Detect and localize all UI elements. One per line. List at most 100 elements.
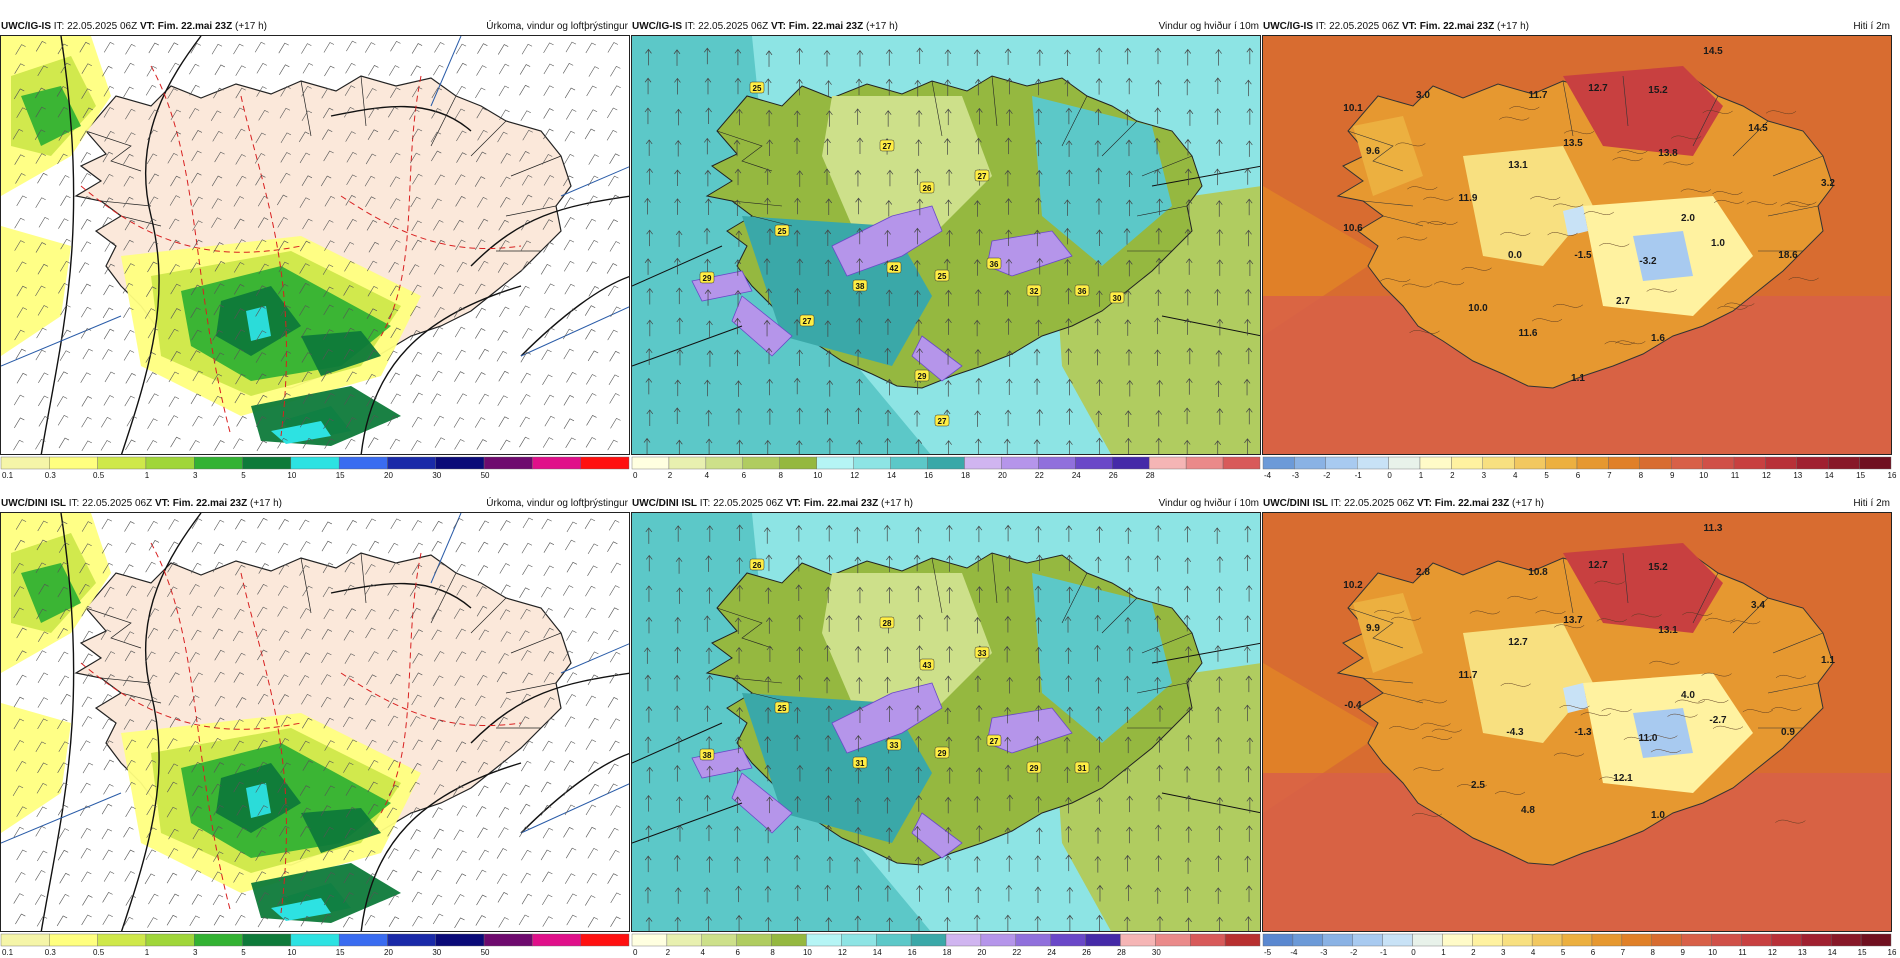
- colorbar-tick-label: 0.3: [45, 948, 57, 957]
- colorbar-cell: [1086, 934, 1121, 946]
- svg-text:32: 32: [1030, 287, 1039, 296]
- colorbar-tick-label: 4: [701, 948, 706, 957]
- colorbar-tick-label: 3: [193, 471, 198, 480]
- colorbar-cell: [581, 457, 629, 469]
- init-time: IT: 22.05.2025 06Z: [69, 498, 152, 509]
- temp-value-label: 2.5: [1471, 780, 1485, 791]
- temp-value-label: 10.8: [1528, 567, 1548, 578]
- colorbar-tick-label: 4: [1531, 948, 1536, 957]
- colorbar-cell: [772, 934, 807, 946]
- gust-value-label: 25: [750, 82, 764, 93]
- temp-value-label: 3.4: [1751, 600, 1765, 611]
- forecast-panel: UWC/DINI ISL IT: 22.05.2025 06Z VT: Fim.…: [0, 497, 630, 958]
- colorbar-cell: [1357, 457, 1388, 469]
- colorbar-cell: [1389, 457, 1420, 469]
- colorbar-cell: [1514, 457, 1545, 469]
- colorbar-cell: [1075, 457, 1112, 469]
- colorbar-cell: [1640, 457, 1671, 469]
- svg-text:25: 25: [753, 84, 762, 93]
- gust-value-label: 29: [915, 370, 929, 381]
- temp-value-label: 10.2: [1343, 580, 1363, 591]
- colorbar-cell: [1712, 934, 1742, 946]
- colorbar-cell: [841, 934, 876, 946]
- colorbar-tick-label: -2: [1350, 948, 1358, 957]
- colorbar-tick-label: 12: [1762, 471, 1771, 480]
- temp-value-label: 4.8: [1521, 805, 1535, 816]
- lead-time: (+17 h): [1512, 498, 1544, 509]
- temp-value-label: 13.1: [1508, 160, 1528, 171]
- field-name: Hiti í 2m: [1853, 497, 1890, 511]
- valid-time: VT: Fim. 22.mai 23Z: [155, 498, 247, 509]
- svg-text:25: 25: [938, 272, 947, 281]
- colorbar-cell: [243, 934, 291, 946]
- gust-value-label: 27: [880, 140, 894, 151]
- colorbar-cell: [1155, 934, 1190, 946]
- temp-value-label: 12.7: [1588, 560, 1608, 571]
- colorbar-tick-label: 30: [432, 948, 441, 957]
- colorbar-tick-label: 24: [1047, 948, 1056, 957]
- temp-value-label: 9.6: [1366, 146, 1380, 157]
- svg-text:26: 26: [923, 184, 932, 193]
- temp-value-label: -1.3: [1574, 727, 1592, 738]
- init-time: IT: 22.05.2025 06Z: [1316, 21, 1399, 32]
- svg-text:29: 29: [1030, 764, 1039, 773]
- temp-value-label: 11.6: [1519, 328, 1538, 339]
- colorbar-cell: [1016, 934, 1051, 946]
- colorbar-tick-label: 13: [1793, 471, 1802, 480]
- colorbar-tick-label: 15: [336, 471, 345, 480]
- gust-value-label: 27: [800, 315, 814, 326]
- field-name: Vindur og hviður í 10m: [1159, 20, 1259, 34]
- colorbar-cell: [1225, 934, 1260, 946]
- colorbar-tick-label: -4: [1264, 471, 1272, 480]
- valid-time: VT: Fim. 22.mai 23Z: [1402, 21, 1494, 32]
- gust-value-label: 31: [853, 757, 867, 768]
- model-name: UWC/DINI ISL: [1263, 498, 1328, 509]
- colorbar-cell: [194, 457, 242, 469]
- colorbar-cell: [702, 934, 737, 946]
- temp-value-label: 2.0: [1681, 213, 1695, 224]
- temp-value-label: 13.1: [1658, 625, 1678, 636]
- colorbar-cell: [1546, 457, 1577, 469]
- colorbar-cell: [891, 457, 928, 469]
- gust-value-label: 27: [987, 735, 1001, 746]
- valid-time: VT: Fim. 22.mai 23Z: [1417, 498, 1509, 509]
- colorbar-cell: [532, 934, 580, 946]
- colorbar-tick-label: 16: [1888, 948, 1897, 957]
- colorbar-cell: [146, 457, 194, 469]
- temp-value-label: 11.0: [1639, 733, 1658, 744]
- gust-value-label: 38: [700, 749, 714, 760]
- panel-title: UWC/DINI ISL IT: 22.05.2025 06Z VT: Fim.…: [631, 497, 1261, 511]
- colorbar-tick-label: 11: [1731, 471, 1740, 480]
- field-name: Úrkoma, vindur og loftþrýstingur: [486, 20, 628, 34]
- colorbar-tick-label: 9: [1670, 471, 1675, 480]
- colorbar-cell: [1149, 457, 1186, 469]
- svg-text:29: 29: [703, 274, 712, 283]
- colorbar-cell: [1038, 457, 1075, 469]
- lead-time: (+17 h): [866, 21, 898, 32]
- temp-value-label: 3.2: [1821, 178, 1835, 189]
- gust-value-label: 33: [975, 647, 989, 658]
- colorbar-tick-label: 0.1: [2, 471, 14, 480]
- colorbar-tick-label: 10: [813, 471, 822, 480]
- svg-text:33: 33: [978, 649, 987, 658]
- colorbar-tick-label: -3: [1320, 948, 1328, 957]
- colorbar-tick-label: 10: [1708, 948, 1717, 957]
- colorbar-tick-label: -1: [1355, 471, 1363, 480]
- temp-value-label: 12.7: [1508, 637, 1528, 648]
- temp-value-label: -2.7: [1709, 715, 1727, 726]
- colorbar-tick-label: 8: [770, 948, 775, 957]
- colorbar-cell: [1442, 934, 1472, 946]
- colorbar-tick-label: 30: [432, 471, 441, 480]
- valid-time: VT: Fim. 22.mai 23Z: [771, 21, 863, 32]
- colorbar-tick-label: 0.1: [2, 948, 14, 957]
- colorbar-cell: [436, 934, 484, 946]
- colorbar-tick-label: 1: [145, 948, 150, 957]
- colorbar-tick-label: 5: [1544, 471, 1549, 480]
- colorbar-tick-label: 0.5: [93, 948, 105, 957]
- colorbar-cell: [1263, 457, 1294, 469]
- gust-value-label: 26: [750, 559, 764, 570]
- forecast-panel: UWC/IG-IS IT: 22.05.2025 06Z VT: Fim. 22…: [0, 20, 630, 481]
- colorbar-tick-label: 26: [1082, 948, 1091, 957]
